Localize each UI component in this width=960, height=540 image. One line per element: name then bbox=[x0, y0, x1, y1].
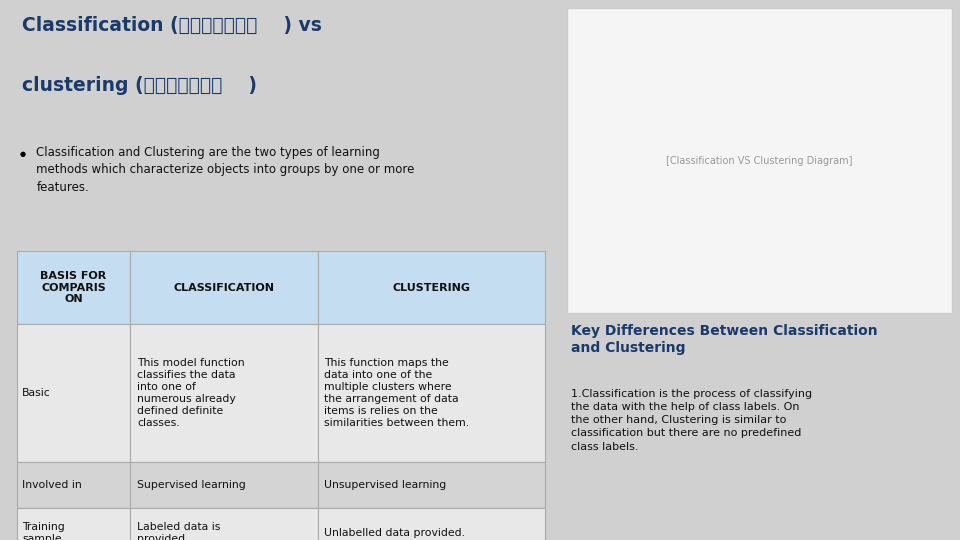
Bar bbox=[318, 462, 544, 508]
Text: ●: ● bbox=[19, 151, 26, 157]
Text: Classification (वरगीकरण    ) vs: Classification (वरगीकरण ) vs bbox=[22, 16, 323, 35]
Text: Unlabelled data provided.: Unlabelled data provided. bbox=[324, 528, 466, 538]
Text: Key Differences Between Classification
and Clustering: Key Differences Between Classification a… bbox=[571, 324, 877, 355]
Text: This function maps the
data into one of the
multiple clusters where
the arrangem: This function maps the data into one of … bbox=[324, 358, 469, 428]
Bar bbox=[16, 508, 131, 540]
Text: Training
sample: Training sample bbox=[22, 522, 65, 540]
Text: Classification and Clustering are the two types of learning
methods which charac: Classification and Clustering are the tw… bbox=[36, 146, 415, 194]
Text: [Classification VS Clustering Diagram]: [Classification VS Clustering Diagram] bbox=[666, 156, 852, 166]
Text: Supervised learning: Supervised learning bbox=[137, 480, 246, 490]
Text: Labeled data is
provided.: Labeled data is provided. bbox=[137, 522, 221, 540]
Bar bbox=[318, 251, 544, 324]
Bar bbox=[16, 462, 131, 508]
Text: Basic: Basic bbox=[22, 388, 51, 398]
Text: This model function
classifies the data
into one of
numerous already
defined def: This model function classifies the data … bbox=[137, 358, 245, 428]
Text: clustering (समहीकरण    ): clustering (समहीकरण ) bbox=[22, 76, 257, 94]
Bar bbox=[131, 251, 318, 324]
Bar bbox=[318, 508, 544, 540]
Text: CLUSTERING: CLUSTERING bbox=[393, 282, 470, 293]
Bar bbox=[566, 8, 952, 313]
Text: 1.Classification is the process of classifying
the data with the help of class l: 1.Classification is the process of class… bbox=[571, 389, 812, 451]
Text: Involved in: Involved in bbox=[22, 480, 83, 490]
Bar bbox=[131, 324, 318, 462]
Text: Unsupervised learning: Unsupervised learning bbox=[324, 480, 446, 490]
Bar bbox=[131, 462, 318, 508]
Text: CLASSIFICATION: CLASSIFICATION bbox=[174, 282, 275, 293]
Bar bbox=[16, 251, 131, 324]
Bar bbox=[16, 324, 131, 462]
Bar bbox=[131, 508, 318, 540]
Bar bbox=[318, 324, 544, 462]
Text: BASIS FOR
COMPARIS
ON: BASIS FOR COMPARIS ON bbox=[40, 271, 107, 304]
